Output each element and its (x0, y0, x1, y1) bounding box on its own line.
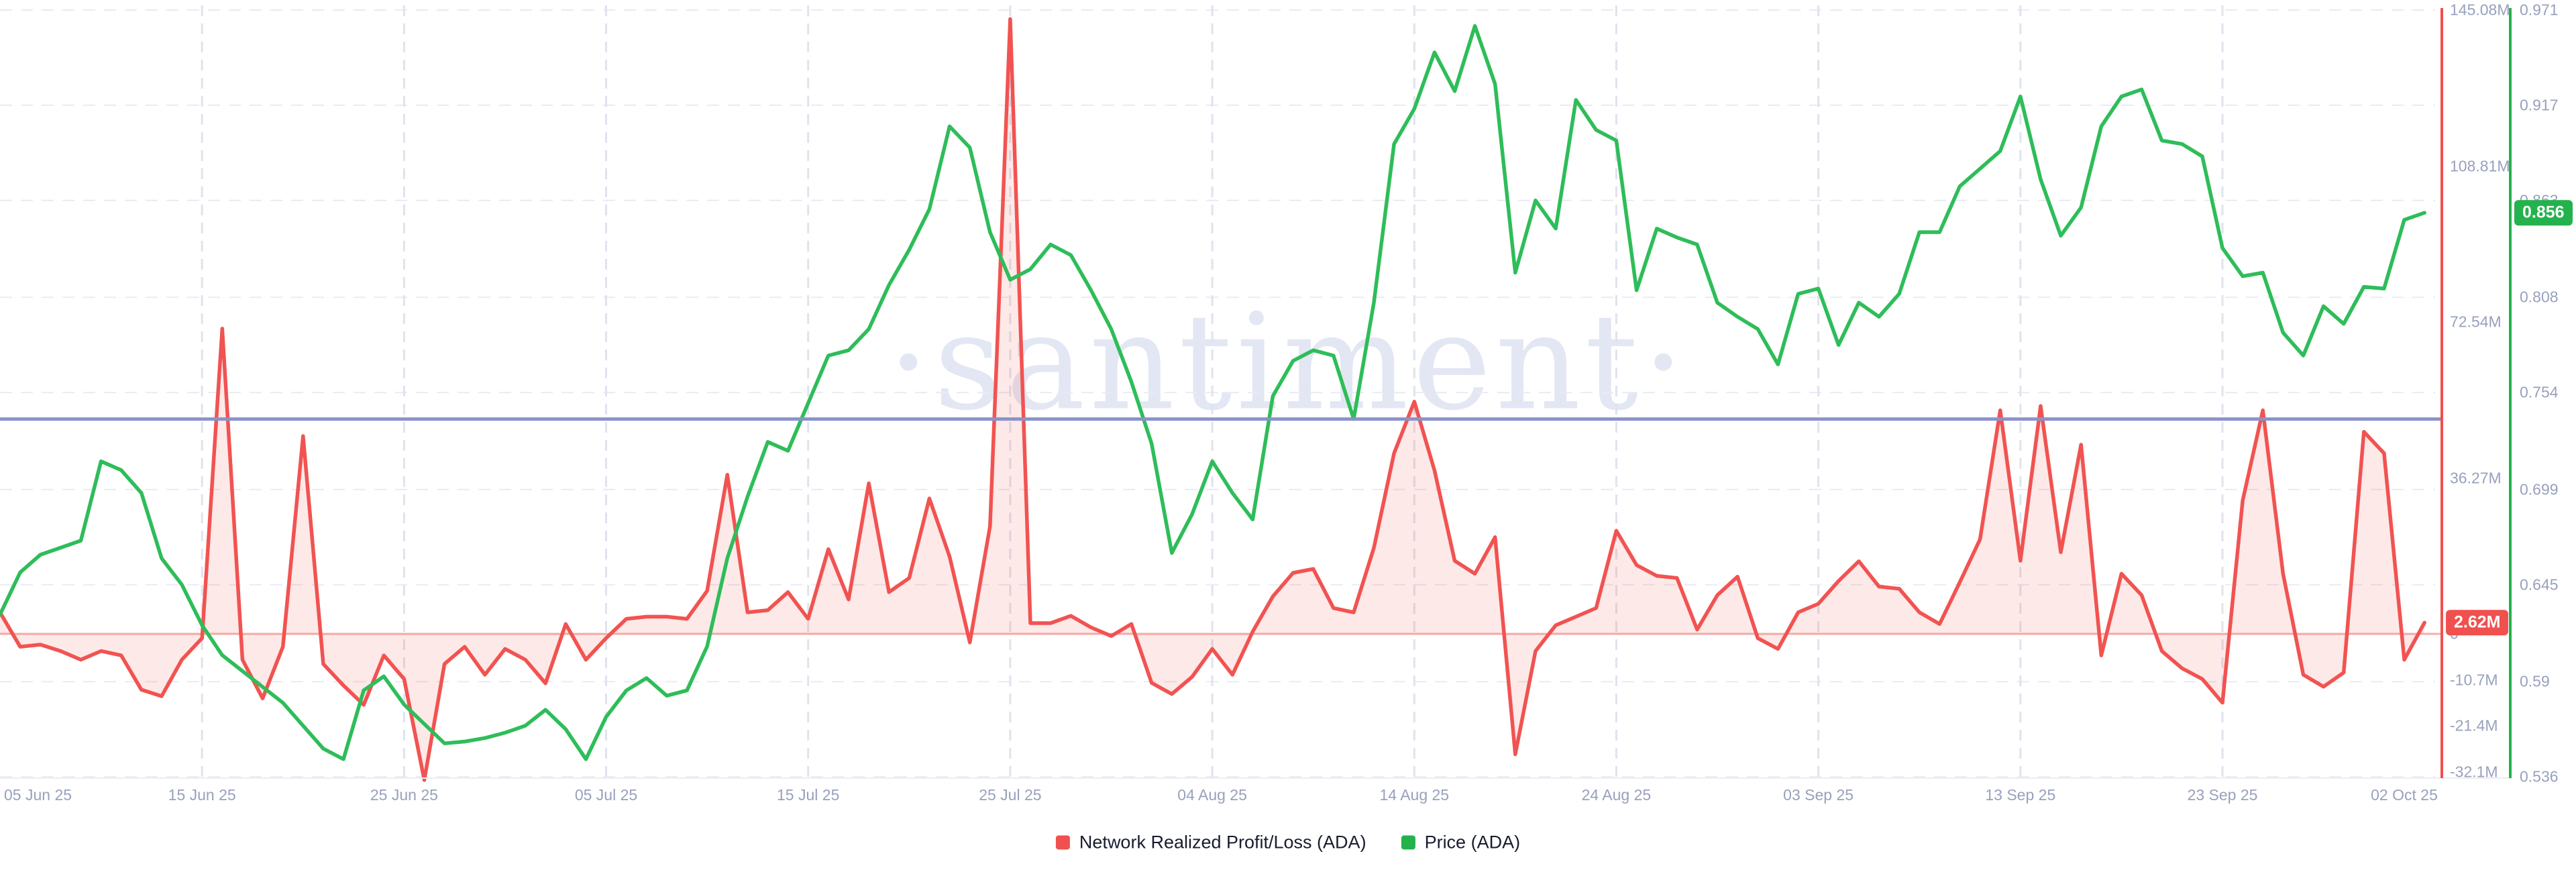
legend-item-nrpl[interactable]: Network Realized Profit/Loss (ADA) (1055, 832, 1366, 853)
nrpl-current-value-badge: 2.62M (2446, 610, 2509, 635)
legend-item-price[interactable]: Price (ADA) (1401, 832, 1521, 853)
price-legend-label: Price (ADA) (1424, 832, 1521, 853)
nrpl-legend-swatch-icon (1055, 835, 1070, 850)
price-current-value-badge: 0.856 (2514, 200, 2573, 225)
nrpl-legend-label: Network Realized Profit/Loss (ADA) (1079, 832, 1366, 853)
legend: Network Realized Profit/Loss (ADA) Price… (1055, 832, 1521, 853)
price-legend-swatch-icon (1401, 835, 1415, 850)
